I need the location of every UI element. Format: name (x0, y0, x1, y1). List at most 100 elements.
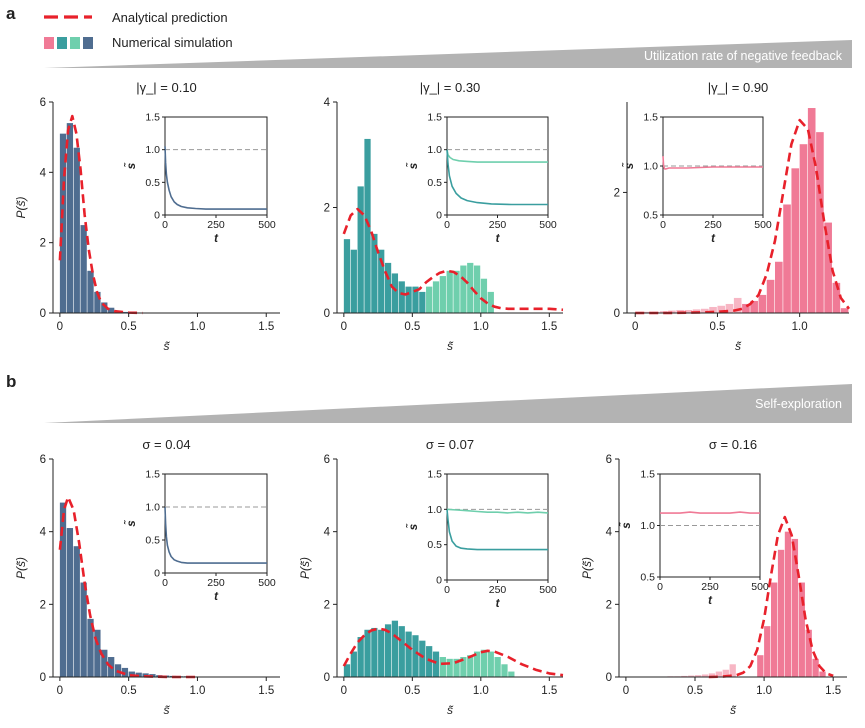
histogram-bar (87, 618, 94, 677)
histogram-bar (73, 546, 80, 677)
x-axis-label: s̃ (447, 703, 454, 717)
inset-plot: 0 250 500 0 0.5 1.0 1.5 t s̃ (125, 469, 276, 604)
inset-plot: 0 250 500 0 0.5 1.0 1.5 t s̃ (407, 469, 557, 611)
histogram-bar (460, 265, 467, 313)
histogram-bar (681, 675, 688, 677)
inset-x-tick-label: 500 (751, 581, 769, 593)
histogram-bar (121, 311, 129, 313)
inset-series-line (446, 149, 548, 163)
inset-y-tick-label: 1.5 (427, 469, 442, 481)
histogram-bar (460, 657, 467, 677)
histogram-bar (439, 657, 446, 677)
histogram-bar (419, 640, 426, 677)
x-tick-label: 1.0 (189, 321, 205, 333)
histogram-bar (695, 675, 702, 677)
inset-y-tick-label: 0.5 (145, 177, 160, 189)
histogram-bar (59, 502, 67, 677)
inset-series-line (662, 156, 763, 170)
x-axis-label: s̃ (164, 703, 171, 717)
histogram-bar (733, 297, 742, 313)
inset-y-axis-label: s̃ (125, 520, 138, 527)
histogram-bar (391, 273, 399, 313)
inset-y-tick-label: 1.5 (145, 469, 160, 481)
histogram-bar (432, 651, 440, 677)
inset-plot: 0 250 500 0.5 1.0 1.5 t s̃ (623, 112, 772, 246)
inset-y-axis-label: s̃ (407, 162, 420, 169)
histogram-bar (643, 311, 652, 313)
histogram-bar (819, 671, 826, 677)
inset-x-tick-label: 0 (162, 577, 168, 589)
inset-x-tick-label: 500 (539, 219, 557, 231)
x-tick-label: 0.5 (121, 685, 137, 697)
histogram-bar (101, 649, 108, 677)
histogram-bar (453, 270, 460, 313)
panel-title: |γ_| = 0.10 (136, 80, 197, 95)
histogram-bar (798, 582, 805, 677)
y-tick-label: 2 (606, 599, 612, 611)
inset-series-line (660, 511, 760, 514)
analytical-curve (635, 118, 851, 315)
inset-y-tick-label: 1.5 (640, 469, 655, 481)
inset-x-tick-label: 250 (701, 581, 719, 593)
histogram-bar (709, 306, 717, 313)
legend-swatch-pink (44, 37, 54, 49)
histogram-bar (80, 582, 87, 677)
legend-swatch-teal (57, 37, 67, 49)
panel-title: σ = 0.07 (426, 437, 474, 452)
inset-y-tick-label: 0.5 (427, 539, 442, 551)
y-axis-label: P(s̃) (298, 557, 312, 579)
x-tick-label: 1.5 (258, 685, 274, 697)
histogram-bar (701, 674, 709, 677)
inset-y-tick-label: 0 (154, 568, 160, 580)
y-tick-label: 4 (324, 527, 331, 539)
y-tick-label: 4 (40, 167, 47, 179)
inset-x-axis-label: t (711, 233, 716, 245)
inset-y-axis-label: s̃ (620, 522, 633, 529)
inset-y-tick-label: 0.5 (427, 177, 442, 189)
inset-series-line (446, 509, 548, 551)
inset-y-tick-label: 0 (154, 210, 160, 222)
x-tick-label: 0 (57, 685, 63, 697)
x-tick-label: 0.5 (404, 685, 420, 697)
histogram-bar (805, 629, 812, 677)
histogram-bar (66, 123, 74, 313)
y-axis-label: P(s̃) (14, 557, 28, 579)
histogram-bar (791, 168, 800, 313)
y-tick-label: 0 (614, 308, 620, 320)
histogram-bar (487, 291, 494, 313)
row-b-wedge (44, 384, 852, 423)
histogram-bar (446, 658, 453, 677)
legend-analytical-label: Analytical prediction (112, 10, 228, 25)
legend: Analytical prediction Numerical simulati… (44, 10, 233, 50)
legend-swatch-mint (70, 37, 80, 49)
y-tick-label: 2 (614, 187, 620, 199)
x-tick-label: 0.5 (687, 685, 703, 697)
histogram-bar (426, 286, 433, 313)
x-tick-label: 1.0 (189, 685, 205, 697)
histogram-bar (378, 249, 385, 313)
x-tick-label: 1.0 (792, 321, 808, 333)
y-tick-label: 6 (606, 454, 612, 466)
histogram-bar (343, 664, 351, 677)
inset-frame (164, 116, 268, 216)
inset-y-axis-label: s̃ (407, 523, 420, 530)
inset-x-tick-label: 250 (489, 584, 507, 596)
y-axis-label: P(s̃) (14, 197, 28, 219)
x-tick-label: 0 (623, 685, 629, 697)
histogram-bar (419, 291, 426, 313)
histogram-bar (66, 528, 74, 677)
inset-x-axis-label: t (496, 233, 501, 245)
analytical-curve (342, 627, 564, 677)
y-tick-label: 0 (40, 672, 46, 684)
y-tick-label: 2 (40, 599, 46, 611)
y-tick-label: 4 (40, 527, 47, 539)
legend-numerical-label: Numerical simulation (112, 35, 233, 50)
histogram-bar (766, 279, 775, 313)
histogram-bar (715, 671, 723, 677)
histogram-bar (453, 658, 460, 677)
histogram-bar (350, 249, 357, 313)
panel-a2: |γ_| = 0.30 0 0.5 1.0 1.5 0 2 4 s̃ 0 250 500 0 0.5 1.0… (324, 80, 564, 353)
histogram-bar (371, 627, 378, 677)
histogram-bar (725, 303, 734, 313)
